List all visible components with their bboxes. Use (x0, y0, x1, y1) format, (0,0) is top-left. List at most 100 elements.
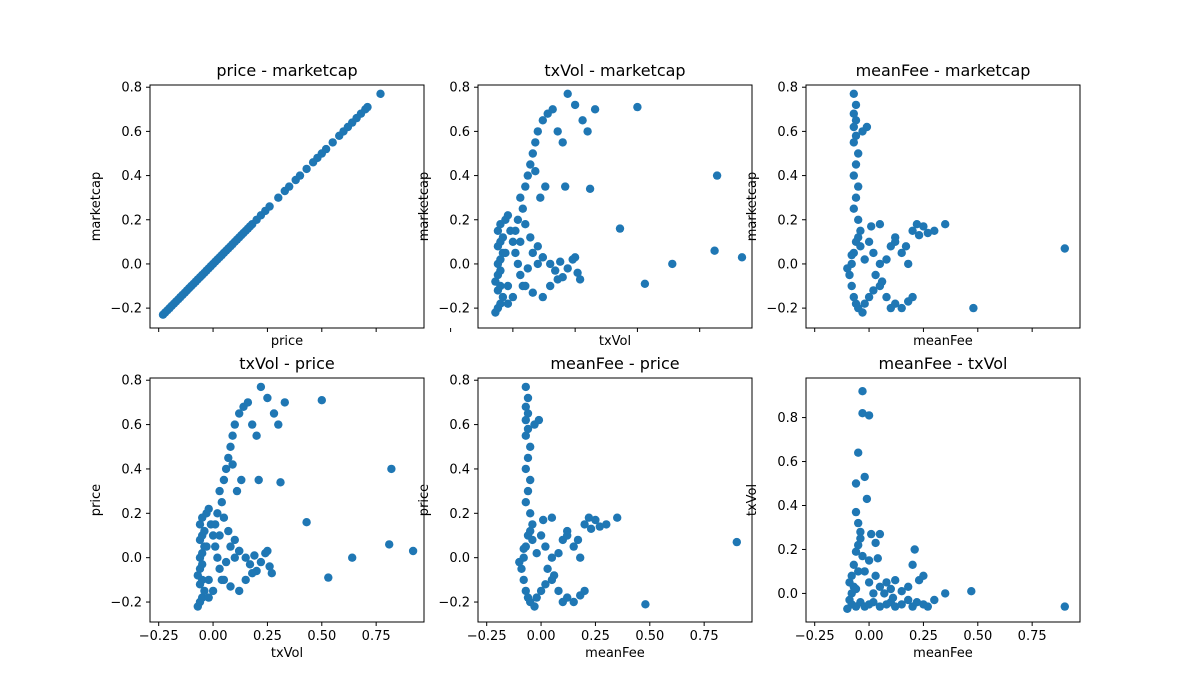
x-axis-label: price (271, 334, 303, 349)
y-tick-label: 0.2 (777, 213, 798, 228)
scatter-point (880, 589, 889, 598)
scatter-point (532, 593, 541, 602)
scatter-point (563, 531, 572, 540)
x-tick-label: −0.25 (467, 629, 507, 644)
scatter-point (851, 116, 861, 125)
scatter-points (843, 89, 1070, 317)
x-axis-label: meanFee (913, 646, 973, 661)
scatter-point (871, 571, 880, 580)
scatter-point (858, 409, 867, 418)
y-tick-label: −0.2 (110, 302, 142, 317)
scatter-point (521, 402, 530, 411)
scatter-point (590, 105, 600, 114)
scatter-point (193, 571, 202, 580)
scatter-point (712, 171, 722, 180)
scatter-point (235, 409, 244, 418)
scatter-point (221, 464, 231, 474)
scatter-points (515, 382, 741, 611)
scatter-point (573, 535, 583, 545)
scatter-point (274, 420, 283, 429)
scatter-point (851, 100, 861, 110)
scatter-point (919, 222, 928, 231)
scatter-point (854, 448, 863, 457)
x-tick-label: 0.50 (635, 629, 664, 644)
scatter-point (851, 193, 861, 202)
scatter-point (882, 578, 891, 587)
scatter-point (910, 545, 919, 554)
subplot-title: meanFee - marketcap (856, 61, 1031, 80)
y-axis-label: txVol (745, 484, 760, 516)
x-tick-label: 0.50 (307, 629, 336, 644)
scatter-point (530, 602, 539, 611)
scatter-point (668, 259, 677, 269)
scatter-point (508, 237, 518, 246)
scatter-point (904, 259, 913, 269)
scatter-point (528, 248, 537, 258)
scatter-point (875, 582, 885, 591)
scatter-point (523, 264, 532, 273)
scatter-point (324, 573, 333, 582)
scatter-point (513, 259, 523, 269)
scatter-point (226, 542, 235, 551)
x-tick-label: 0.25 (581, 629, 610, 644)
scatter-point (854, 233, 863, 242)
y-tick-label: 0.6 (121, 125, 142, 140)
scatter-point (538, 116, 547, 125)
y-tick-label: 0.0 (449, 551, 470, 566)
x-tick-label: 0.25 (253, 629, 282, 644)
scatter-point (877, 277, 887, 286)
scatter-point (1060, 244, 1070, 253)
y-tick-label: 0.0 (777, 257, 798, 272)
scatter-point (904, 595, 913, 605)
scatter-point (528, 520, 537, 529)
scatter-point (897, 303, 906, 313)
scatter-point (862, 122, 872, 132)
y-tick-label: −0.2 (110, 596, 142, 611)
scatter-point (851, 547, 861, 556)
scatter-point (856, 527, 865, 537)
scatter-point (228, 431, 237, 440)
plot-area (477, 84, 753, 329)
x-tick-label: 0.75 (362, 629, 391, 644)
scatter-point (849, 560, 858, 569)
scatter-point (886, 584, 895, 594)
scatter-point (215, 564, 224, 573)
scatter-point (847, 281, 856, 291)
scatter-point (864, 411, 874, 420)
scatter-point (930, 595, 939, 605)
scatter-point (864, 292, 874, 302)
scatter-point (914, 231, 924, 240)
y-tick-label: 0.6 (777, 455, 798, 470)
y-tick-label: 0.6 (449, 125, 470, 140)
scatter-point (851, 160, 861, 169)
scatter-point (864, 237, 874, 246)
scatter-point (521, 182, 530, 191)
scatter-point (385, 540, 394, 549)
scatter-point (864, 556, 874, 565)
scatter-point (547, 513, 557, 522)
scatter-point (276, 478, 285, 487)
scatter-point (523, 424, 533, 434)
y-tick-label: 0.2 (121, 507, 142, 522)
scatter-point (849, 122, 858, 132)
scatter-point (541, 182, 550, 191)
subplot-title: meanFee - txVol (878, 354, 1007, 373)
scatter-point (213, 553, 222, 562)
scatter-point (554, 549, 563, 558)
subplot-6: −0.25 0.00 0.25 0.50 0.75 0.0 0.2 0.4 0.6 0.8 mean… (745, 354, 1081, 661)
scatter-point (556, 257, 565, 266)
scatter-point (586, 524, 596, 533)
y-tick-label: 0.8 (777, 81, 798, 96)
scatter-point (851, 507, 861, 517)
scatter-point (526, 526, 535, 536)
scatter-point (256, 557, 266, 567)
scatter-point (843, 604, 852, 613)
scatter-point (862, 494, 872, 504)
scatter-point (541, 580, 550, 589)
scatter-point (569, 597, 578, 607)
scatter-point (580, 586, 589, 596)
scatter-point (888, 593, 898, 602)
scatter-point (1060, 602, 1070, 611)
scatter-point (232, 486, 242, 496)
scatter-point (912, 598, 922, 607)
